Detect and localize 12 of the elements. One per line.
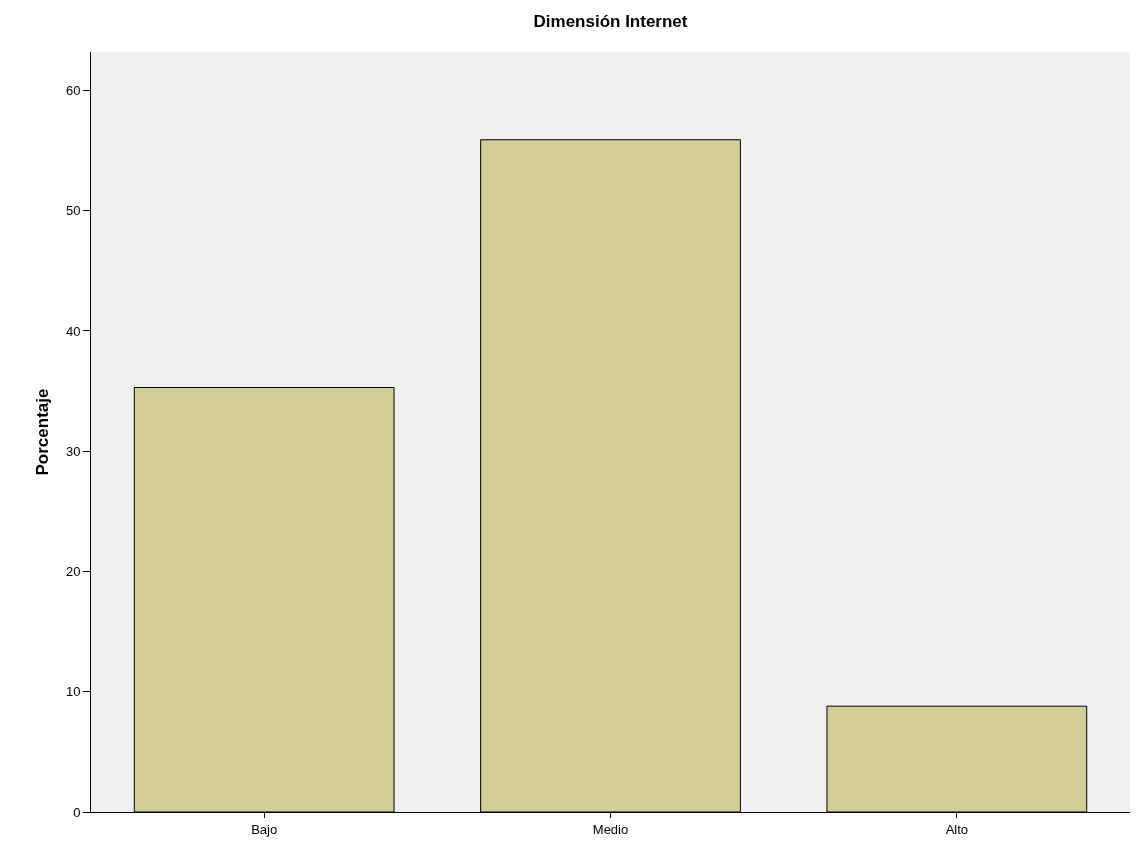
y-tick-label: 50: [65, 203, 81, 219]
y-tick-label: 30: [65, 443, 81, 459]
y-axis-title: Porcentaje: [33, 388, 53, 476]
x-tick-label: Bajo: [251, 821, 278, 837]
x-tick-label: Medio: [592, 821, 629, 837]
x-tick-label: Alto: [945, 821, 969, 837]
y-tick-label: 0: [73, 804, 81, 820]
y-tick-label: 20: [65, 564, 81, 580]
y-tick-label: 60: [65, 83, 81, 99]
y-tick-label: 40: [65, 323, 81, 339]
y-tick-label: 10: [65, 684, 81, 700]
chart-title: Dimensión Internet: [533, 12, 688, 32]
